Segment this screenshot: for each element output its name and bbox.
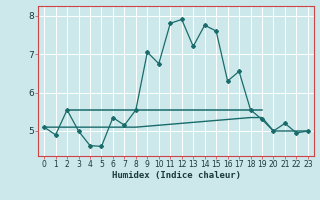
- X-axis label: Humidex (Indice chaleur): Humidex (Indice chaleur): [111, 171, 241, 180]
